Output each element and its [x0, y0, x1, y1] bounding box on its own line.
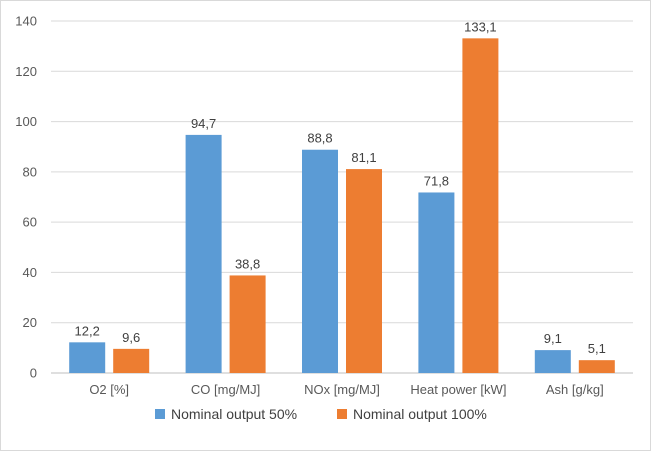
- y-tick-label: 80: [23, 164, 37, 179]
- x-tick-label: O2 [%]: [89, 382, 129, 397]
- data-label: 9,1: [544, 331, 562, 346]
- bar-output-100: [462, 38, 499, 373]
- bar-output-100: [113, 348, 150, 373]
- data-label: 88,8: [307, 131, 332, 146]
- bar-output-100: [578, 360, 615, 373]
- bar-output-50: [302, 149, 338, 373]
- data-label: 94,7: [191, 116, 216, 131]
- bar-output-50: [418, 192, 455, 373]
- bar-output-50: [534, 350, 571, 373]
- bar-output-100: [229, 275, 266, 373]
- legend-label: Nominal output 100%: [353, 406, 487, 422]
- x-tick-label: Heat power [kW]: [410, 382, 506, 397]
- data-label: 9,6: [122, 330, 140, 345]
- x-tick-label: NOx [mg/MJ]: [304, 382, 380, 397]
- bar-output-100: [346, 169, 382, 373]
- bar-output-50: [185, 134, 222, 373]
- x-tick-label: Ash [g/kg]: [546, 382, 604, 397]
- legend-swatch: [337, 409, 347, 419]
- data-label: 133,1: [464, 19, 497, 34]
- legend-label: Nominal output 50%: [171, 406, 297, 422]
- y-tick-label: 120: [15, 64, 37, 79]
- y-tick-label: 20: [23, 315, 37, 330]
- data-label: 71,8: [424, 173, 449, 188]
- y-tick-label: 40: [23, 265, 37, 280]
- y-tick-label: 140: [15, 14, 37, 29]
- legend-swatch: [155, 409, 165, 419]
- x-tick-label: CO [mg/MJ]: [191, 382, 260, 397]
- y-tick-label: 60: [23, 215, 37, 230]
- data-label: 81,1: [351, 150, 376, 165]
- bar-output-50: [69, 342, 106, 373]
- y-tick-label: 100: [15, 114, 37, 129]
- data-label: 5,1: [588, 341, 606, 356]
- y-tick-label: 0: [30, 366, 37, 381]
- data-label: 12,2: [75, 323, 100, 338]
- data-label: 38,8: [235, 256, 260, 271]
